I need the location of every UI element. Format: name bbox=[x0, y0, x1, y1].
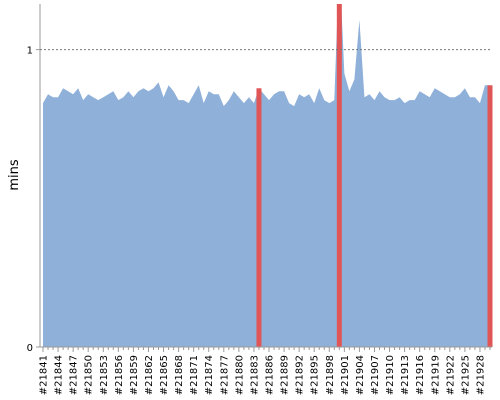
x-tick-label: #21895 bbox=[310, 355, 321, 395]
y-tick-label: 1 bbox=[27, 46, 33, 57]
x-tick-label: #21883 bbox=[249, 355, 260, 395]
x-tick-label: #21847 bbox=[69, 355, 80, 395]
failed-build-bar bbox=[487, 85, 493, 347]
x-tick-label: #21865 bbox=[159, 355, 170, 395]
x-tick-label: #21880 bbox=[234, 355, 245, 395]
x-tick-label: #21886 bbox=[265, 355, 276, 395]
x-tick-label: #21910 bbox=[385, 355, 396, 395]
x-tick-label: #21853 bbox=[99, 355, 110, 395]
x-tick-label: #21856 bbox=[114, 355, 125, 395]
x-tick-label: #21877 bbox=[219, 355, 230, 395]
x-tick-label: #21868 bbox=[174, 355, 185, 395]
y-tick-label: 0 bbox=[27, 343, 33, 354]
x-tick-label: #21919 bbox=[430, 355, 441, 395]
x-tick-label: #21898 bbox=[325, 355, 336, 395]
x-tick-label: #21892 bbox=[295, 355, 306, 395]
x-tick-label: #21904 bbox=[355, 355, 366, 395]
x-tick-label: #21901 bbox=[340, 355, 351, 395]
x-tick-label: #21859 bbox=[129, 355, 140, 395]
x-tick-label: #21862 bbox=[144, 355, 155, 395]
y-axis-label: mins bbox=[7, 159, 22, 191]
x-tick-label: #21889 bbox=[280, 355, 291, 395]
x-tick-label: #21916 bbox=[415, 355, 426, 395]
failed-build-bar bbox=[336, 4, 342, 347]
x-tick-label: #21928 bbox=[475, 355, 486, 395]
x-tick-label: #21922 bbox=[445, 355, 456, 395]
area bbox=[43, 4, 490, 347]
failed-build-bar bbox=[256, 88, 262, 347]
x-tick-label: #21874 bbox=[204, 355, 215, 395]
x-tick-label: #21844 bbox=[54, 355, 65, 395]
x-tick-label: #21871 bbox=[189, 355, 200, 395]
x-tick-label: #21925 bbox=[460, 355, 471, 395]
x-tick-label: #21841 bbox=[39, 355, 50, 395]
x-tick-label: #21850 bbox=[84, 355, 95, 395]
x-tick-label: #21907 bbox=[370, 355, 381, 395]
x-tick-label: #21913 bbox=[400, 355, 411, 395]
